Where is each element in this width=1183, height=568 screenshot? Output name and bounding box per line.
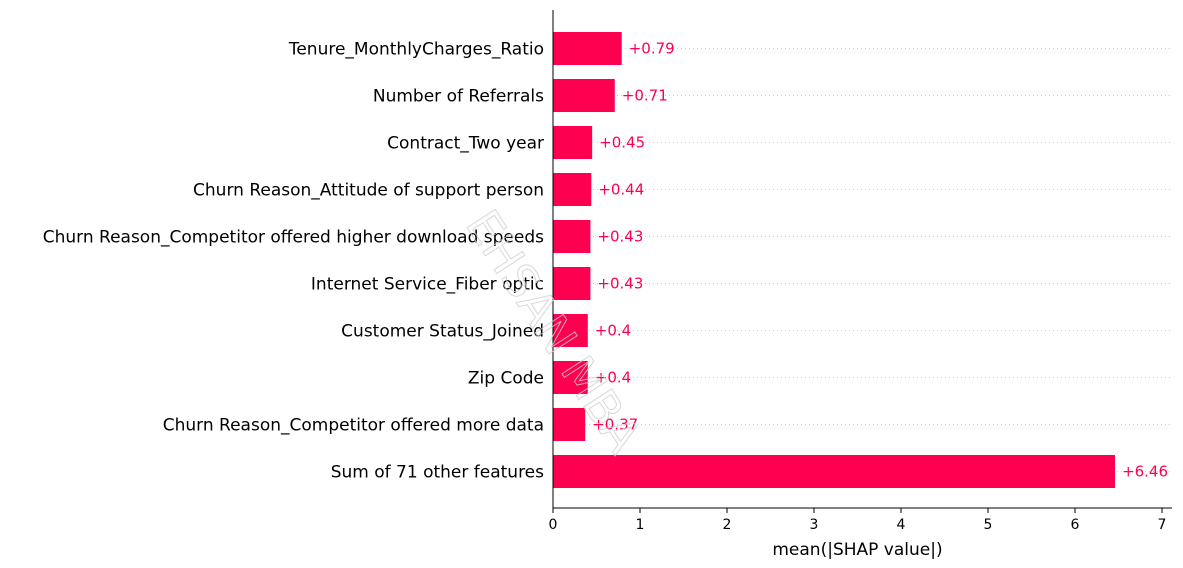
- x-tick-label: 2: [723, 517, 732, 533]
- value-label: +0.4: [595, 369, 631, 387]
- bar: [553, 32, 622, 65]
- value-labels: +0.79 +0.71 +0.45 +0.44 +0.43 +0.43 +0.4 +0.4 +0…: [592, 40, 1168, 481]
- x-tick-label: 6: [1071, 517, 1080, 533]
- axes: [552, 10, 1172, 509]
- value-label: +0.43: [597, 275, 643, 293]
- bar: [553, 408, 586, 441]
- bar: [553, 126, 593, 159]
- value-label: +0.45: [599, 134, 645, 152]
- bar: [553, 220, 591, 253]
- value-label: +0.4: [595, 322, 631, 340]
- feature-label: Tenure_MonthlyCharges_Ratio: [288, 40, 544, 60]
- value-label: +6.46: [1122, 463, 1168, 481]
- x-tick-label: 3: [810, 517, 819, 533]
- x-tick-label: 4: [897, 517, 906, 533]
- feature-label: Contract_Two year: [387, 134, 544, 154]
- grid-lines: [553, 48, 1172, 472]
- value-label: +0.79: [629, 40, 675, 58]
- x-ticks: 0 1 2 3 4 5 6 7: [549, 508, 1167, 533]
- bar: [553, 173, 592, 206]
- value-label: +0.43: [597, 228, 643, 246]
- x-axis-title: mean(|SHAP value|): [772, 540, 942, 560]
- value-label: +0.44: [598, 181, 644, 199]
- x-tick-label: 1: [636, 517, 645, 533]
- bar: [553, 361, 588, 394]
- feature-label: Number of Referrals: [373, 87, 544, 107]
- bars: [553, 32, 1116, 488]
- x-tick-label: 5: [984, 517, 993, 533]
- feature-label: Zip Code: [468, 369, 544, 389]
- bar: [553, 314, 588, 347]
- bar: [553, 267, 591, 300]
- feature-label: Sum of 71 other features: [331, 463, 544, 483]
- feature-label: Internet Service_Fiber optic: [311, 275, 544, 295]
- feature-label: Churn Reason_Attitude of support person: [193, 181, 544, 201]
- feature-label: Churn Reason_Competitor offered higher d…: [43, 228, 544, 248]
- feature-labels: Tenure_MonthlyCharges_Ratio Number of Ref…: [43, 40, 544, 483]
- feature-label: Customer Status_Joined: [341, 322, 544, 342]
- x-tick-label: 7: [1158, 517, 1167, 533]
- bar: [553, 79, 615, 112]
- feature-label: Churn Reason_Competitor offered more dat…: [163, 416, 544, 436]
- x-tick-label: 0: [549, 517, 558, 533]
- value-label: +0.37: [592, 416, 638, 434]
- bar: [553, 455, 1116, 488]
- value-label: +0.71: [622, 87, 668, 105]
